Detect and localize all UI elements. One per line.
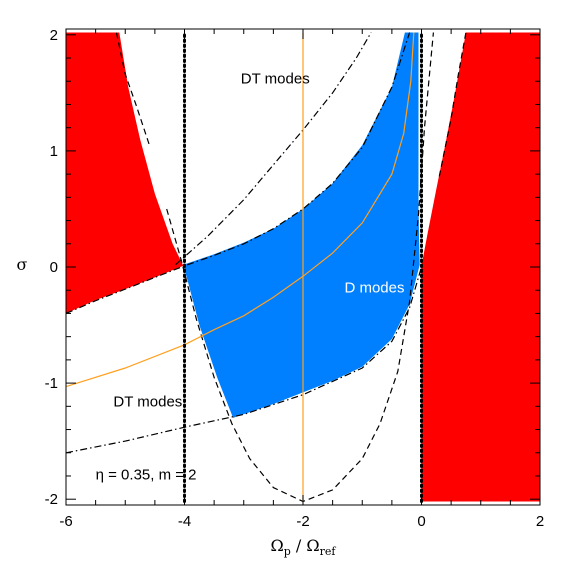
region-red-right [421, 32, 540, 502]
y-tick-label: 1 [50, 143, 58, 160]
region-red-left [66, 32, 184, 314]
ticks-layer: -6 -4 -2 0 2 -2 -1 0 1 2 [45, 27, 545, 530]
x-tick-label: -6 [59, 513, 72, 530]
curve-2-dash-dot [175, 32, 372, 266]
curve-3-dashed [166, 32, 434, 503]
x-axis-title-sep: / Ω [291, 536, 320, 555]
curve-0-dash-dot [66, 32, 411, 314]
series-layer [66, 31, 467, 503]
x-tick-label: 0 [417, 513, 425, 530]
x-tick-label: -2 [296, 513, 309, 530]
y-tick-label: 0 [50, 259, 58, 276]
x-tick-label: -4 [178, 513, 191, 530]
annotation-0: DT modes [241, 71, 310, 88]
x-axis-title-sub-den: ref [320, 545, 337, 558]
annotation-3: η = 0.35, m = 2 [96, 466, 197, 483]
curve-4-dashed [115, 32, 150, 145]
y-tick-label: -1 [45, 375, 58, 392]
x-axis-title-main: Ω [271, 536, 284, 555]
annotation-2: DT modes [113, 393, 182, 410]
y-tick-label: -2 [45, 491, 58, 508]
curve-5-dashed [438, 32, 467, 177]
annotations-layer: DT modes D modes DT modes η = 0.35, m = 2 [96, 71, 405, 484]
regions-layer [66, 32, 540, 502]
x-axis-title: Ωp / Ωref [271, 536, 337, 558]
x-axis-title-sub-num: p [284, 545, 291, 558]
region-d-modes [183, 32, 420, 418]
annotation-1: D modes [344, 280, 404, 297]
y-tick-label: 2 [50, 27, 58, 44]
y-axis-title: σ [17, 255, 28, 274]
x-tick-label: 2 [536, 513, 544, 530]
